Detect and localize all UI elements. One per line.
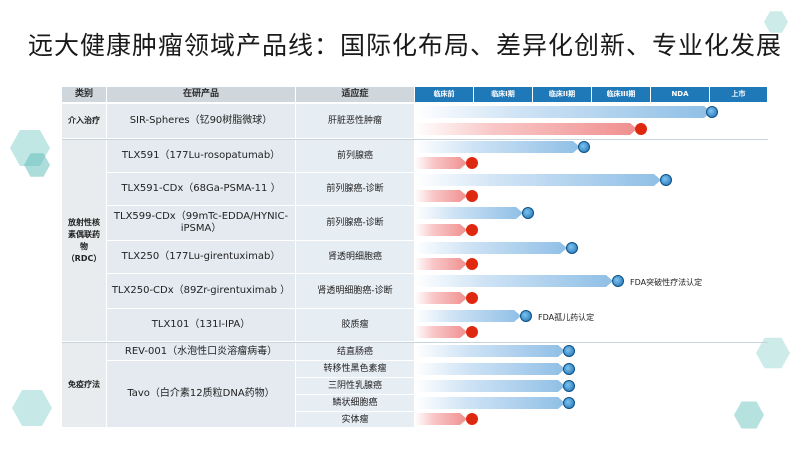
product-sir-spheres: SIR-Spheres（钇90树脂微球） xyxy=(107,104,295,138)
globe-icon xyxy=(612,275,624,287)
decor-hexagon xyxy=(12,390,52,426)
category-interventional: 介入治疗 xyxy=(62,104,106,138)
bar-tavo-tnbc xyxy=(415,380,565,392)
product-tlx250-cdx: TLX250-CDx（89Zr-girentuximab ） xyxy=(107,274,295,308)
product-tlx599-cdx: TLX599-CDx（99mTc-EDDA/HYNIC-iPSMA） xyxy=(107,206,295,240)
bar-tavo-squamous xyxy=(415,397,565,409)
header-indication: 适应症 xyxy=(296,87,414,102)
china-flag-icon xyxy=(466,224,478,236)
bar-tlx101-global xyxy=(415,310,521,322)
indication-kidney-dx: 肾透明细胞癌-诊断 xyxy=(296,274,414,308)
category-immunotherapy: 免疫疗法 xyxy=(62,343,106,427)
indication-prostate-dx: 前列腺癌-诊断 xyxy=(296,173,414,205)
row-divider xyxy=(62,139,768,140)
product-tlx101: TLX101（131I-IPA） xyxy=(107,309,295,341)
bar-sir-china xyxy=(415,123,637,135)
indication-tnbc: 三阴性乳腺癌 xyxy=(296,378,414,394)
china-flag-icon xyxy=(466,413,478,425)
bar-tlx591cdx-global xyxy=(415,174,661,186)
china-flag-icon xyxy=(635,123,647,135)
bar-tavo-china xyxy=(415,413,467,425)
indication-squamous: 鳞状细胞癌 xyxy=(296,395,414,411)
product-tlx250: TLX250（177Lu-girentuximab） xyxy=(107,241,295,273)
header-phase-preclinical: 临床前 xyxy=(415,87,474,102)
bar-tlx591-global xyxy=(415,141,580,153)
bar-sir-global xyxy=(415,106,711,118)
header-phase-market: 上市 xyxy=(710,87,768,102)
category-rdc: 放射性核素偶联药物（RDC） xyxy=(62,140,106,341)
product-tlx591-cdx: TLX591-CDx（68Ga-PSMA-11 ） xyxy=(107,173,295,205)
bar-rev001-global xyxy=(415,345,565,357)
china-flag-icon xyxy=(466,157,478,169)
globe-icon xyxy=(522,207,534,219)
china-flag-icon xyxy=(466,190,478,202)
fda-breakthrough-note: FDA突破性疗法认定 xyxy=(630,278,703,287)
header-category: 类别 xyxy=(62,87,106,102)
product-rev-001: REV-001（水泡性口炎溶瘤病毒） xyxy=(107,343,295,360)
bar-tlx250-global xyxy=(415,242,567,254)
globe-icon xyxy=(563,363,575,375)
bar-tlx599cdx-global xyxy=(415,207,523,219)
indication-colorectal: 结直肠癌 xyxy=(296,343,414,360)
decor-hexagon xyxy=(24,153,50,177)
indication-kidney: 肾透明细胞癌 xyxy=(296,241,414,273)
globe-icon xyxy=(563,345,575,357)
globe-icon xyxy=(563,397,575,409)
bar-tlx250-china xyxy=(415,258,467,270)
indication-solid-tumor: 实体瘤 xyxy=(296,412,414,427)
product-tlx591: TLX591（177Lu-rosopatumab） xyxy=(107,140,295,172)
product-tavo: Tavo（白介素12质粒DNA药物） xyxy=(107,361,295,427)
slide-title: 远大健康肿瘤领域产品线：国际化布局、差异化创新、专业化发展 xyxy=(28,31,783,60)
globe-icon xyxy=(566,242,578,254)
china-flag-icon xyxy=(466,258,478,270)
bar-tlx599cdx-china xyxy=(415,224,467,236)
bar-tlx591-china xyxy=(415,157,467,169)
china-flag-icon xyxy=(466,292,478,304)
header-phase-nda: NDA xyxy=(651,87,710,102)
bar-tlx250cdx-global xyxy=(415,275,613,287)
bar-tlx250cdx-china xyxy=(415,292,467,304)
fda-orphan-note: FDA孤儿药认定 xyxy=(538,313,595,322)
indication-melanoma: 转移性黑色素瘤 xyxy=(296,361,414,377)
globe-icon xyxy=(520,310,532,322)
header-phase-1: 临床I期 xyxy=(474,87,533,102)
header-product: 在研产品 xyxy=(107,87,295,102)
decor-hexagon xyxy=(734,401,764,429)
indication-glioma: 胶质瘤 xyxy=(296,309,414,341)
globe-icon xyxy=(660,174,672,186)
indication-prostate: 前列腺癌 xyxy=(296,140,414,172)
globe-icon xyxy=(578,141,590,153)
china-flag-icon xyxy=(466,326,478,338)
globe-icon xyxy=(706,106,718,118)
bar-tlx101-china xyxy=(415,326,467,338)
indication-prostate-dx-2: 前列腺癌-诊断 xyxy=(296,206,414,240)
decor-hexagon xyxy=(764,11,788,33)
bar-tavo-melanoma xyxy=(415,363,565,375)
bar-tlx591cdx-china xyxy=(415,190,467,202)
indication-liver: 肝脏恶性肿瘤 xyxy=(296,104,414,138)
row-divider xyxy=(62,342,768,343)
header-phase-2: 临床II期 xyxy=(533,87,592,102)
globe-icon xyxy=(563,380,575,392)
header-phase-3: 临床III期 xyxy=(592,87,651,102)
